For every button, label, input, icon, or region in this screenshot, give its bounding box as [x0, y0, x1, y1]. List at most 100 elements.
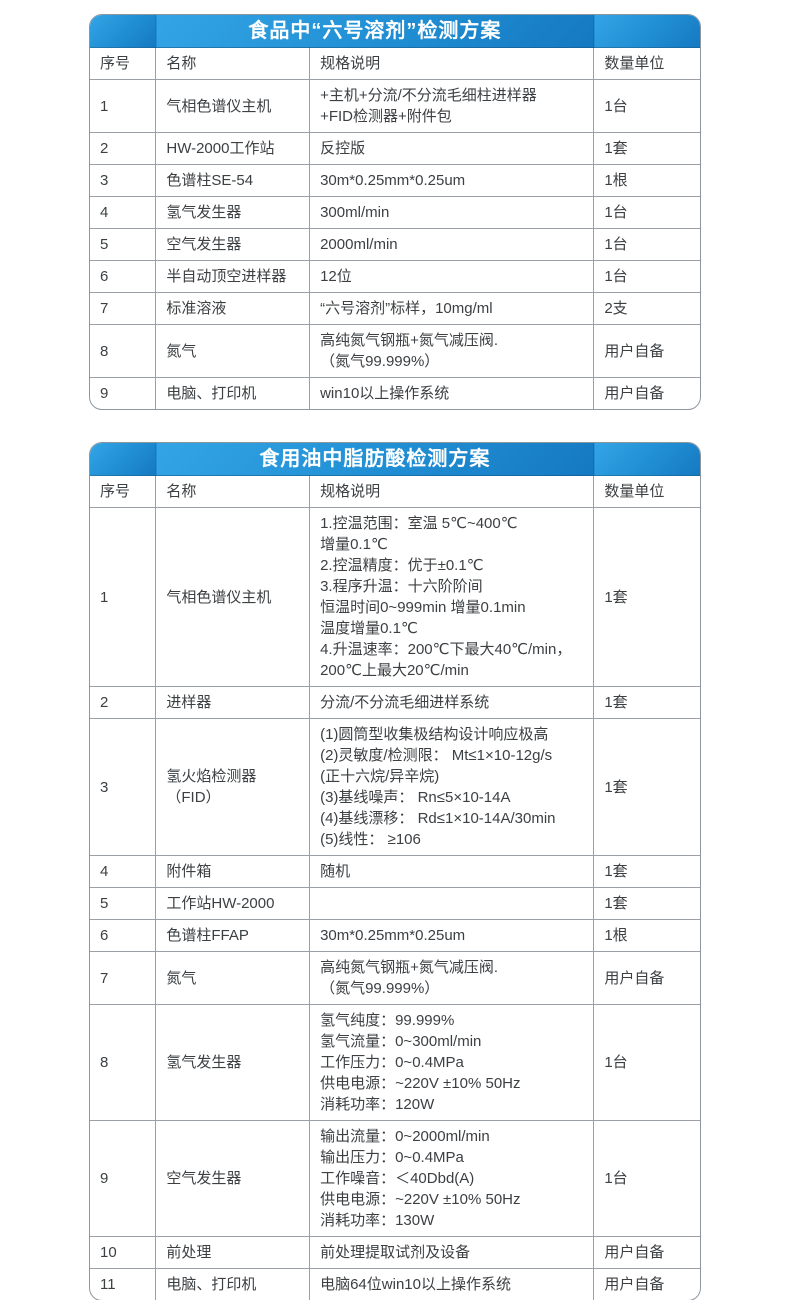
item-name-cell: 附件箱	[155, 855, 311, 888]
item-spec-cell: win10以上操作系统	[309, 377, 595, 409]
item-qty-cell: 用户自备	[593, 951, 700, 1005]
col-header-name: 名称	[155, 475, 311, 508]
row-number-cell: 6	[90, 260, 157, 293]
item-qty-cell: 1套	[593, 718, 700, 856]
item-qty-cell: 用户自备	[593, 377, 700, 409]
table-solvent-detection-plan: 食品中“六号溶剂”检测方案 序号 名称 规格说明 数量单位 1 气相色谱仪主机 +主…	[89, 14, 701, 410]
item-spec-cell: 1.控温范围：室温 5℃~400℃ 增量0.1℃ 2.控温精度：优于±0.1℃ …	[309, 507, 595, 687]
col-header-spec: 规格说明	[309, 475, 595, 508]
table-header-row: 序号 名称 规格说明 数量单位	[90, 475, 700, 508]
row-number-cell: 9	[90, 377, 157, 409]
table-row: 2 进样器 分流/不分流毛细进样系统 1套	[90, 686, 700, 719]
row-number-cell: 5	[90, 228, 157, 261]
item-name-cell: 工作站HW-2000	[155, 887, 311, 920]
table-row: 10 前处理 前处理提取试剂及设备 用户自备	[90, 1236, 700, 1269]
row-number-cell: 5	[90, 887, 157, 920]
table-row: 1 气相色谱仪主机 1.控温范围：室温 5℃~400℃ 增量0.1℃ 2.控温精度：…	[90, 507, 700, 687]
spec-table: 食用油中脂肪酸检测方案 序号 名称 规格说明 数量单位 1 气相色谱仪主机 1.控温…	[90, 443, 700, 1300]
item-spec-cell: 高纯氮气钢瓶+氮气减压阀. （氮气99.999%）	[309, 324, 595, 378]
item-qty-cell: 1套	[593, 132, 700, 165]
row-number-cell: 1	[90, 507, 157, 687]
item-qty-cell: 1台	[593, 228, 700, 261]
item-spec-cell: 300ml/min	[309, 196, 595, 229]
item-name-cell: 氢气发生器	[155, 1004, 311, 1121]
table-row: 5 空气发生器 2000ml/min 1台	[90, 228, 700, 261]
table-row: 1 气相色谱仪主机 +主机+分流/不分流毛细柱进样器 +FID检测器+附件包 1台	[90, 79, 700, 133]
table-title-row: 食品中“六号溶剂”检测方案	[90, 15, 700, 48]
item-qty-cell: 用户自备	[593, 1268, 700, 1300]
item-qty-cell: 1套	[593, 887, 700, 920]
item-spec-cell: 随机	[309, 855, 595, 888]
col-header-no: 序号	[90, 475, 157, 508]
item-name-cell: 进样器	[155, 686, 311, 719]
item-name-cell: 电脑、打印机	[155, 1268, 311, 1300]
item-name-cell: HW-2000工作站	[155, 132, 311, 165]
item-spec-cell: +主机+分流/不分流毛细柱进样器 +FID检测器+附件包	[309, 79, 595, 133]
item-name-cell: 氢气发生器	[155, 196, 311, 229]
row-number-cell: 3	[90, 164, 157, 197]
table-header-row: 序号 名称 规格说明 数量单位	[90, 47, 700, 80]
item-name-cell: 色谱柱FFAP	[155, 919, 311, 952]
item-spec-cell: 分流/不分流毛细进样系统	[309, 686, 595, 719]
spec-table-body: 食品中“六号溶剂”检测方案 序号 名称 规格说明 数量单位 1 气相色谱仪主机 +主…	[90, 15, 700, 409]
item-qty-cell: 1台	[593, 260, 700, 293]
row-number-cell: 6	[90, 919, 157, 952]
table-row: 9 空气发生器 输出流量：0~2000ml/min 输出压力：0~0.4MPa 工作…	[90, 1120, 700, 1237]
item-name-cell: 空气发生器	[155, 1120, 311, 1237]
table-row: 2 HW-2000工作站 反控版 1套	[90, 132, 700, 165]
row-number-cell: 4	[90, 855, 157, 888]
item-name-cell: 氮气	[155, 951, 311, 1005]
item-qty-cell: 1台	[593, 79, 700, 133]
item-spec-cell: 电脑64位win10以上操作系统	[309, 1268, 595, 1300]
table-fatty-acid-detection-plan: 食用油中脂肪酸检测方案 序号 名称 规格说明 数量单位 1 气相色谱仪主机 1.控温…	[89, 442, 701, 1300]
item-name-cell: 气相色谱仪主机	[155, 507, 311, 687]
item-qty-cell: 1套	[593, 686, 700, 719]
title-spacer-right	[593, 15, 700, 48]
table-row: 5 工作站HW-2000 1套	[90, 887, 700, 920]
row-number-cell: 8	[90, 1004, 157, 1121]
item-name-cell: 氢火焰检测器（FID）	[155, 718, 311, 856]
row-number-cell: 1	[90, 79, 157, 133]
row-number-cell: 3	[90, 718, 157, 856]
item-spec-cell: 氢气纯度：99.999% 氢气流量：0~300ml/min 工作压力：0~0.4…	[309, 1004, 595, 1121]
table-title: 食品中“六号溶剂”检测方案	[155, 15, 595, 48]
item-qty-cell: 用户自备	[593, 1236, 700, 1269]
table-row: 3 色谱柱SE-54 30m*0.25mm*0.25um 1根	[90, 164, 700, 197]
col-header-qty: 数量单位	[593, 475, 700, 508]
item-name-cell: 前处理	[155, 1236, 311, 1269]
row-number-cell: 2	[90, 686, 157, 719]
item-qty-cell: 1台	[593, 1120, 700, 1237]
row-number-cell: 7	[90, 292, 157, 325]
table-row: 6 半自动顶空进样器 12位 1台	[90, 260, 700, 293]
item-spec-cell: (1)圆筒型收集极结构设计响应极高 (2)灵敏度/检测限： Mt≤1×10-12…	[309, 718, 595, 856]
title-spacer-left	[90, 443, 157, 476]
item-name-cell: 色谱柱SE-54	[155, 164, 311, 197]
table-row: 7 氮气 高纯氮气钢瓶+氮气减压阀. （氮气99.999%） 用户自备	[90, 951, 700, 1005]
spec-table-body: 食用油中脂肪酸检测方案 序号 名称 规格说明 数量单位 1 气相色谱仪主机 1.控温…	[90, 443, 700, 1300]
row-number-cell: 9	[90, 1120, 157, 1237]
row-number-cell: 7	[90, 951, 157, 1005]
item-name-cell: 标准溶液	[155, 292, 311, 325]
table-title-row: 食用油中脂肪酸检测方案	[90, 443, 700, 476]
row-number-cell: 11	[90, 1268, 157, 1300]
item-qty-cell: 1台	[593, 196, 700, 229]
item-spec-cell: 前处理提取试剂及设备	[309, 1236, 595, 1269]
item-qty-cell: 1台	[593, 1004, 700, 1121]
table-row: 6 色谱柱FFAP 30m*0.25mm*0.25um 1根	[90, 919, 700, 952]
row-number-cell: 2	[90, 132, 157, 165]
item-name-cell: 氮气	[155, 324, 311, 378]
item-name-cell: 气相色谱仪主机	[155, 79, 311, 133]
col-header-spec: 规格说明	[309, 47, 595, 80]
col-header-qty: 数量单位	[593, 47, 700, 80]
table-row: 7 标准溶液 “六号溶剂”标样，10mg/ml 2支	[90, 292, 700, 325]
row-number-cell: 10	[90, 1236, 157, 1269]
item-spec-cell: 输出流量：0~2000ml/min 输出压力：0~0.4MPa 工作噪音：＜40…	[309, 1120, 595, 1237]
table-row: 4 氢气发生器 300ml/min 1台	[90, 196, 700, 229]
table-row: 8 氢气发生器 氢气纯度：99.999% 氢气流量：0~300ml/min 工作压力…	[90, 1004, 700, 1121]
item-spec-cell: “六号溶剂”标样，10mg/ml	[309, 292, 595, 325]
col-header-no: 序号	[90, 47, 157, 80]
title-spacer-right	[593, 443, 700, 476]
item-spec-cell: 高纯氮气钢瓶+氮气减压阀. （氮气99.999%）	[309, 951, 595, 1005]
item-spec-cell: 30m*0.25mm*0.25um	[309, 164, 595, 197]
item-name-cell: 电脑、打印机	[155, 377, 311, 409]
